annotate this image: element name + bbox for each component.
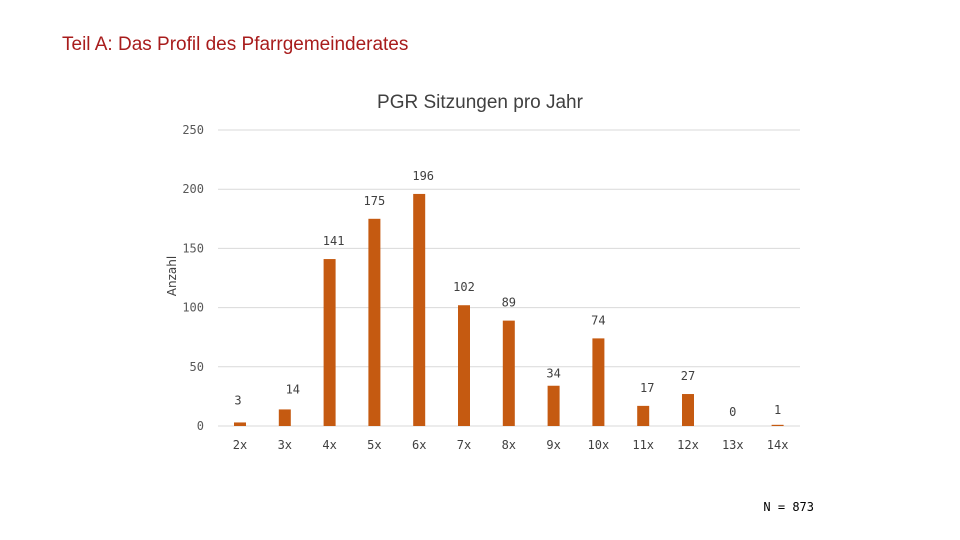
data-label-12x: 27 bbox=[681, 369, 695, 383]
data-label-7x: 102 bbox=[453, 280, 475, 294]
bar-3x bbox=[278, 409, 291, 426]
data-label-8x: 89 bbox=[502, 296, 516, 310]
bar-12x bbox=[682, 394, 694, 426]
y-axis-title: Anzahl bbox=[165, 256, 179, 296]
data-label-6x: 196 bbox=[412, 169, 434, 183]
bar-10x bbox=[592, 338, 605, 426]
bar-2x bbox=[234, 422, 246, 426]
bars bbox=[234, 193, 784, 426]
data-label-4x: 141 bbox=[323, 234, 345, 248]
data-label-11x: 17 bbox=[640, 381, 654, 395]
bar-8x bbox=[502, 320, 515, 426]
x-category-label: 14x bbox=[767, 438, 789, 452]
x-axis-categories: 2x 3x 4x 5x 6x 7x 8x 9x 10x 11x 12x 13x 14x bbox=[233, 438, 789, 452]
bar-14x bbox=[771, 424, 784, 426]
y-tick-label: 200 bbox=[182, 182, 204, 196]
data-label-9x: 34 bbox=[546, 367, 560, 381]
bar-6x bbox=[413, 193, 426, 426]
sample-size-note: N = 873 bbox=[763, 500, 814, 514]
data-label-2x: 3 bbox=[234, 393, 241, 407]
data-labels: 3 14 141 175 196 102 89 34 74 17 27 0 1 bbox=[234, 169, 781, 419]
bar-11x bbox=[637, 405, 650, 426]
data-label-10x: 74 bbox=[591, 313, 605, 327]
y-tick-label: 100 bbox=[182, 301, 204, 315]
x-category-label: 9x bbox=[546, 438, 560, 452]
y-tick-label: 50 bbox=[190, 360, 204, 374]
x-category-label: 12x bbox=[677, 438, 699, 452]
x-category-label: 5x bbox=[367, 438, 381, 452]
x-category-label: 6x bbox=[412, 438, 426, 452]
x-category-label: 4x bbox=[322, 438, 336, 452]
data-label-14x: 1 bbox=[774, 403, 781, 417]
y-tick-label: 0 bbox=[197, 419, 204, 433]
x-category-label: 2x bbox=[233, 438, 247, 452]
slide-title: Teil A: Das Profil des Pfarrgemeinderate… bbox=[62, 34, 409, 55]
x-category-label: 13x bbox=[722, 438, 744, 452]
bar-7x bbox=[458, 305, 470, 426]
bar-4x bbox=[323, 259, 336, 426]
data-label-5x: 175 bbox=[364, 194, 386, 208]
y-axis-ticks: 0 50 100 150 200 250 bbox=[182, 123, 204, 433]
x-category-label: 8x bbox=[502, 438, 516, 452]
data-label-3x: 14 bbox=[286, 382, 300, 396]
chart-title-text: PGR Sitzungen pro Jahr bbox=[377, 92, 583, 113]
bar-5x bbox=[368, 218, 381, 426]
y-tick-label: 250 bbox=[182, 123, 204, 137]
y-tick-label: 150 bbox=[182, 241, 204, 255]
chart-title: PGR Sitzungen pro Jahr bbox=[0, 92, 960, 114]
bar-9x bbox=[547, 385, 560, 426]
x-category-label: 10x bbox=[588, 438, 610, 452]
x-category-label: 11x bbox=[632, 438, 654, 452]
x-category-label: 7x bbox=[457, 438, 471, 452]
data-label-13x: 0 bbox=[729, 405, 736, 419]
x-category-label: 3x bbox=[278, 438, 292, 452]
